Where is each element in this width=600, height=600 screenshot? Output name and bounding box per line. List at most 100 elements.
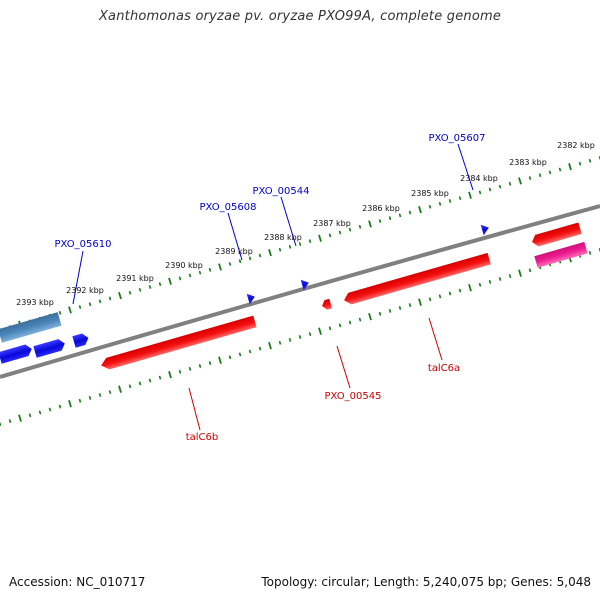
scale-tick — [98, 299, 102, 304]
scale-tick — [38, 410, 42, 415]
scale-tick — [288, 244, 292, 249]
accession-text: Accession: NC_010717 — [9, 575, 146, 589]
scale-label: 2389 kbp — [215, 247, 253, 256]
scale-tick — [298, 242, 302, 246]
scale-tick — [178, 276, 182, 281]
scale-tick — [418, 298, 422, 306]
gene-PXO_05610[interactable] — [72, 332, 90, 348]
gene-steel-block[interactable] — [0, 312, 62, 343]
scale-tick — [588, 250, 592, 255]
scale-tick — [168, 371, 172, 379]
scale-label: 2386 kbp — [362, 204, 400, 213]
leader-PXO_00544 — [280, 196, 297, 247]
gene-PXO_05607[interactable] — [480, 223, 491, 236]
label-PXO_05608[interactable]: PXO_05608 — [200, 202, 257, 213]
scale-tick — [328, 326, 332, 331]
leader-PXO_00545 — [336, 345, 351, 389]
label-PXO_00544[interactable]: PXO_00544 — [253, 186, 310, 197]
gene-features — [0, 222, 588, 372]
gene-blue-arrow-2[interactable] — [33, 338, 66, 358]
leader-talC6b — [188, 387, 201, 431]
scale-tick — [78, 398, 82, 403]
gene-talC6a[interactable] — [342, 252, 491, 306]
label-PXO_05610[interactable]: PXO_05610 — [55, 239, 112, 250]
scale-tick — [408, 210, 412, 215]
scale-label: 2387 kbp — [313, 219, 351, 228]
gene-PXO_05608[interactable] — [246, 292, 257, 305]
scale-tick — [338, 323, 342, 328]
scale-tick — [528, 268, 532, 273]
scale-tick — [178, 369, 182, 374]
scale-label: 2384 kbp — [460, 174, 498, 183]
scale-tick — [378, 311, 382, 316]
scale-tick — [488, 187, 492, 192]
scale-tick — [348, 320, 352, 325]
scale-tick — [468, 284, 472, 292]
scale-tick — [128, 290, 132, 295]
scale-tick — [238, 259, 242, 264]
scale-tick — [138, 381, 142, 386]
label-talC6b[interactable]: talC6b — [186, 432, 219, 443]
scale-label: 2382 kbp — [557, 141, 595, 150]
scale-tick — [378, 219, 382, 223]
scale-tick — [348, 227, 352, 232]
scale-tick — [448, 199, 452, 203]
scale-tick — [438, 294, 442, 299]
scale-label: 2393 kbp — [16, 298, 54, 307]
scale-tick — [448, 291, 452, 296]
scale-tick — [228, 355, 232, 360]
scale-tick — [318, 327, 322, 335]
gene-labels: PXO_05610 PXO_05608 PXO_00544 PXO_05607 … — [55, 133, 486, 443]
scale-tick — [488, 279, 492, 284]
scale-tick — [588, 158, 592, 163]
scale-label: 2390 kbp — [165, 261, 203, 270]
scale-tick — [528, 176, 532, 180]
scale-tick — [468, 191, 472, 199]
scale-tick — [478, 190, 482, 195]
gene-blue-arrow-1[interactable] — [0, 343, 33, 364]
scale-tick — [68, 306, 72, 314]
gene-talC6b[interactable] — [99, 315, 257, 372]
gene-red-right[interactable] — [530, 222, 582, 247]
scale-tick — [458, 288, 462, 293]
scale-tick — [168, 277, 172, 285]
scale-tick — [318, 234, 322, 242]
scale-tick — [88, 302, 92, 307]
scale-tick — [258, 253, 262, 258]
scale-tick — [198, 364, 202, 368]
scale-tick — [48, 407, 52, 412]
topology-length-genes-text: Topology: circular; Length: 5,240,075 bp… — [261, 575, 591, 589]
scale-tick — [388, 308, 392, 313]
scale-tick — [368, 313, 372, 321]
label-PXO_00545[interactable]: PXO_00545 — [325, 391, 382, 402]
scale-tick — [58, 404, 62, 409]
scale-tick — [218, 356, 222, 364]
scale-label: 2391 kbp — [116, 274, 154, 283]
scale-tick — [188, 366, 192, 371]
scale-tick — [368, 220, 372, 228]
scale-tick — [28, 413, 32, 418]
scale-tick — [98, 393, 102, 397]
scale-tick — [268, 342, 272, 350]
scale-tick — [88, 395, 92, 400]
gene-PXO_00545[interactable] — [321, 298, 333, 311]
scale-tick — [208, 267, 212, 272]
scale-tick — [268, 248, 272, 257]
scale-tick — [18, 414, 22, 422]
scale-ticks-inner — [0, 248, 600, 426]
scale-tick — [298, 335, 302, 339]
scale-tick — [238, 352, 242, 357]
gene-pink-right[interactable] — [534, 241, 588, 268]
scale-tick — [138, 287, 142, 292]
leader-PXO_05610 — [72, 250, 84, 305]
label-PXO_05607[interactable]: PXO_05607 — [429, 133, 486, 144]
scale-tick — [148, 378, 152, 383]
scale-tick — [438, 201, 442, 206]
scale-tick — [188, 273, 192, 278]
scale-tick — [508, 274, 512, 279]
scale-tick — [548, 170, 552, 175]
gene-PXO_00544[interactable] — [300, 278, 311, 291]
label-talC6a[interactable]: talC6a — [428, 363, 460, 374]
scale-tick — [498, 184, 502, 189]
